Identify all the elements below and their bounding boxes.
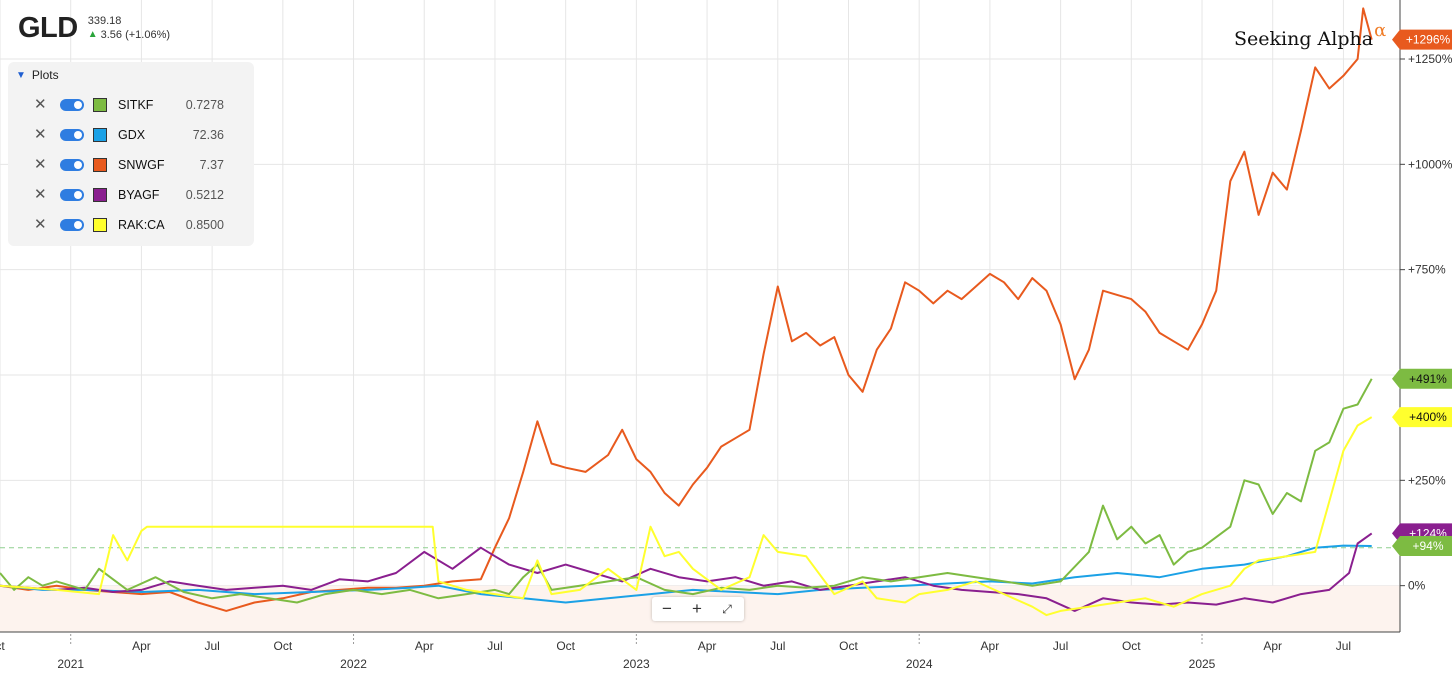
close-icon[interactable]: ✕ xyxy=(34,126,47,143)
plot-symbol: SNWGF xyxy=(118,158,165,172)
x-tick-label: Oct xyxy=(839,639,858,653)
plot-row-snwgf[interactable]: ✕ SNWGF 7.37 xyxy=(8,154,254,176)
ticker-header: GLD 339.18 ▲ 3.56 (+1.06%) xyxy=(18,12,170,44)
plots-toggle[interactable]: ▼ Plots xyxy=(16,68,59,82)
ticker-change: ▲ 3.56 (+1.06%) xyxy=(88,28,170,42)
x-year-label: 2022 xyxy=(340,657,367,671)
y-tick-label: +1250% xyxy=(1408,52,1453,66)
plot-value: 7.37 xyxy=(199,158,224,172)
end-label-tag xyxy=(1392,29,1452,50)
series-line-snwgf xyxy=(0,7,1373,612)
end-label: +94% xyxy=(1392,536,1452,557)
x-tick-label: Jul xyxy=(770,639,785,653)
plot-symbol: SITKF xyxy=(118,98,154,112)
end-label: +491% xyxy=(1392,368,1452,389)
color-swatch[interactable] xyxy=(93,188,107,202)
x-tick-label: Jul xyxy=(204,639,219,653)
toggle-knob xyxy=(74,101,82,109)
fit-screen-icon[interactable]: ⤢ xyxy=(722,602,732,616)
plot-value: 0.7278 xyxy=(185,98,224,112)
color-swatch[interactable] xyxy=(93,128,107,142)
visibility-toggle[interactable] xyxy=(60,159,84,171)
end-label: +1296% xyxy=(1392,29,1452,50)
visibility-toggle[interactable] xyxy=(60,129,84,141)
visibility-toggle[interactable] xyxy=(60,219,84,231)
x-tick-label: Apr xyxy=(698,639,717,653)
end-label-tag xyxy=(1392,407,1452,428)
x-tick-label: Oct xyxy=(556,639,575,653)
plot-symbol: RAK:CA xyxy=(118,218,165,232)
ticker-change-value: 3.56 (+1.06%) xyxy=(100,29,171,41)
series-line-byagf xyxy=(0,532,1373,612)
close-icon[interactable]: ✕ xyxy=(34,156,47,173)
plot-value: 0.8500 xyxy=(185,218,224,232)
close-icon[interactable]: ✕ xyxy=(34,96,47,113)
end-label-text: +94% xyxy=(1412,539,1443,553)
series-line-gdx xyxy=(0,544,1372,604)
ticker-symbol[interactable]: GLD xyxy=(18,12,78,44)
plot-value: 0.5212 xyxy=(185,188,224,202)
plots-title: Plots xyxy=(31,68,59,82)
x-tick-label: ct xyxy=(0,639,5,653)
color-swatch[interactable] xyxy=(93,158,107,172)
x-year-label: 2025 xyxy=(1189,657,1216,671)
x-year-label: 2023 xyxy=(623,657,650,671)
x-tick-label: Apr xyxy=(132,639,151,653)
seeking-alpha-logo: Seeking Alphaα xyxy=(1234,20,1386,50)
ticker-quote: 339.18 ▲ 3.56 (+1.06%) xyxy=(88,14,170,42)
toggle-knob xyxy=(74,221,82,229)
plot-row-rakca[interactable]: ✕ RAK:CA 0.8500 xyxy=(8,214,254,236)
x-tick-label: Apr xyxy=(1263,639,1282,653)
plot-row-gdx[interactable]: ✕ GDX 72.36 xyxy=(8,124,254,146)
end-label-text: +491% xyxy=(1409,372,1447,386)
x-tick-label: Oct xyxy=(273,639,292,653)
series-layer xyxy=(0,7,1373,617)
x-tick-label: Apr xyxy=(981,639,1000,653)
x-tick-label: Jul xyxy=(1053,639,1068,653)
plot-symbol: BYAGF xyxy=(118,188,160,202)
zoom-controls: − + ⤢ xyxy=(652,597,744,621)
plot-value: 72.36 xyxy=(192,128,224,142)
zoom-out-button[interactable]: − xyxy=(662,599,672,618)
close-icon[interactable]: ✕ xyxy=(34,186,47,203)
y-tick-label: +250% xyxy=(1408,473,1446,487)
zoom-in-button[interactable]: + xyxy=(692,599,702,618)
toggle-knob xyxy=(74,161,82,169)
y-tick-label: +750% xyxy=(1408,263,1446,277)
x-year-label: 2021 xyxy=(57,657,84,671)
plot-row-byagf[interactable]: ✕ BYAGF 0.5212 xyxy=(8,184,254,206)
color-swatch[interactable] xyxy=(93,218,107,232)
toggle-knob xyxy=(74,191,82,199)
brand-name: Seeking Alpha xyxy=(1234,28,1374,50)
end-label-layer: +1296%+491%+400%+124%+94% xyxy=(1392,29,1452,557)
x-tick-label: Jul xyxy=(487,639,502,653)
x-tick-label: Oct xyxy=(1122,639,1141,653)
visibility-toggle[interactable] xyxy=(60,99,84,111)
caret-down-icon: ▼ xyxy=(16,69,26,81)
end-label-text: +400% xyxy=(1409,410,1447,424)
x-tick-label: Apr xyxy=(415,639,434,653)
end-label-tag xyxy=(1392,368,1452,389)
plot-row-sitkf[interactable]: ✕ SITKF 0.7278 xyxy=(8,94,254,116)
x-year-label: 2024 xyxy=(906,657,933,671)
end-label: +400% xyxy=(1392,407,1452,428)
series-line-sitkf xyxy=(0,378,1373,604)
y-tick-label: 0% xyxy=(1408,579,1426,593)
close-icon[interactable]: ✕ xyxy=(34,216,47,233)
color-swatch[interactable] xyxy=(93,98,107,112)
x-tick-label: Jul xyxy=(1336,639,1351,653)
plot-symbol: GDX xyxy=(118,128,146,142)
plots-panel: ▼ Plots ✕ SITKF 0.7278 ✕ GDX 72.36 ✕ SNWGF 7.37 ✕… xyxy=(8,62,254,246)
end-label-text: +1296% xyxy=(1406,33,1451,47)
visibility-toggle[interactable] xyxy=(60,189,84,201)
ticker-price: 339.18 xyxy=(87,15,122,27)
end-label-tag xyxy=(1392,536,1452,557)
series-line-rakca xyxy=(0,416,1373,617)
up-arrow-icon: ▲ xyxy=(87,29,98,40)
alpha-icon: α xyxy=(1374,20,1387,41)
toggle-knob xyxy=(74,131,82,139)
y-tick-label: +1000% xyxy=(1408,157,1453,171)
